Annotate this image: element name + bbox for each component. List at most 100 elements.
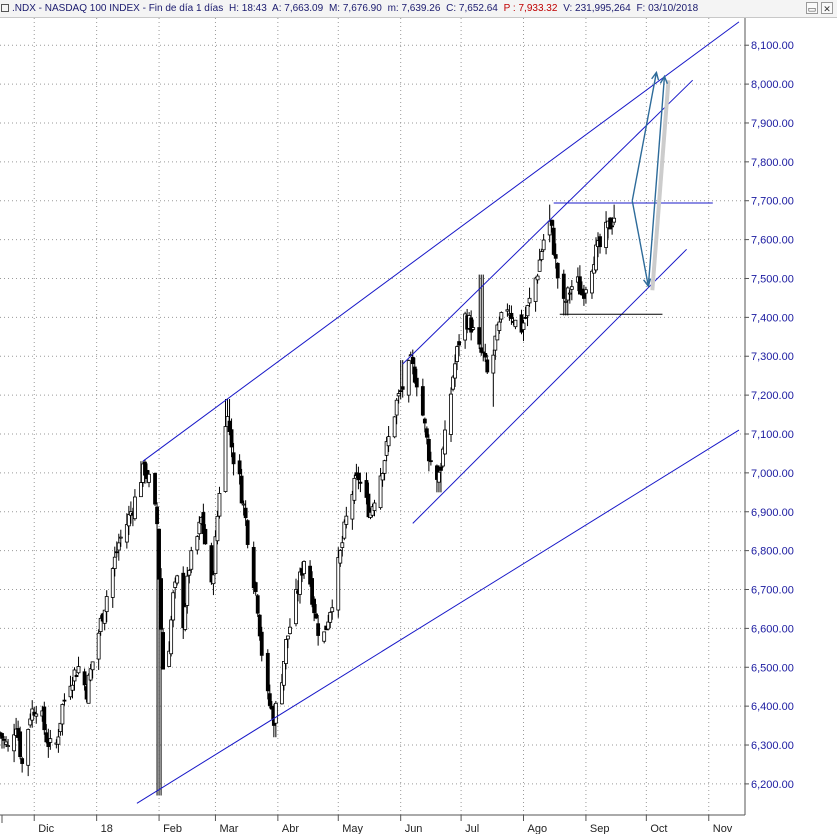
candle-body [612, 217, 617, 223]
candle-body [90, 661, 95, 671]
x-tick-label: Ago [528, 823, 548, 834]
x-axis: Dic 18 Feb Mar Abr May Jun Jul Ago Sep Oct Nov [1, 815, 733, 834]
candle-body [147, 473, 151, 483]
price-readout: P : 7,933.32 [503, 3, 558, 14]
candle-body [491, 354, 496, 374]
candle-body [62, 699, 67, 702]
candle-body [584, 289, 588, 294]
candle-body [98, 617, 103, 632]
y-tick-label: 6,500.00 [751, 662, 794, 674]
x-tick-label: Nov [713, 823, 733, 834]
window-menu-icon[interactable] [1, 4, 9, 12]
candle-body [267, 693, 272, 706]
y-tick-label: 8,100.00 [751, 40, 794, 52]
candle-body [213, 536, 218, 574]
x-tick-label: Sep [590, 823, 610, 834]
candle-body [279, 682, 284, 705]
candle-body [555, 262, 560, 279]
candle-body [312, 598, 317, 614]
candle-body [495, 324, 500, 341]
candle-body [509, 312, 514, 319]
y-tick-label: 7,600.00 [751, 235, 794, 247]
y-tick-label: 7,900.00 [751, 118, 794, 130]
date-readout: F: 03/10/2018 [636, 3, 699, 14]
candle-body [569, 286, 574, 290]
candle-body [567, 292, 572, 295]
candle-body [139, 482, 143, 498]
close-button[interactable]: ✕ [821, 2, 833, 14]
candle-body [441, 448, 445, 467]
candle-body [479, 347, 484, 353]
candle-body [551, 227, 556, 255]
candle-body [527, 297, 532, 304]
candle-body [251, 546, 256, 589]
candle-body [455, 346, 459, 362]
candle-body [561, 273, 566, 299]
candle-body [259, 631, 264, 656]
y-axis: 6,200.00 6,300.00 6,400.00 6,500.00 6,600.00… [745, 40, 794, 791]
hour-readout: H: 18:43 [228, 3, 267, 14]
x-tick-label: Feb [163, 823, 182, 834]
candle-body [157, 528, 161, 580]
candle-body [302, 561, 306, 575]
candle-body [330, 607, 335, 613]
candle-body [183, 606, 188, 630]
candle-body [449, 393, 453, 435]
candle-body [223, 426, 228, 492]
candle-body [352, 477, 357, 501]
candle-body [344, 515, 349, 525]
candle-body [350, 494, 355, 520]
candle-body [133, 496, 137, 520]
candle-body [112, 556, 117, 569]
candle-body [257, 614, 262, 637]
candle-body [386, 436, 391, 447]
y-tick-label: 6,200.00 [751, 779, 794, 791]
candle-body [336, 557, 341, 611]
candle-body [370, 506, 375, 516]
projection-arrows [631, 70, 671, 291]
candle-body [481, 351, 486, 354]
candle-body [598, 236, 602, 248]
candle-body [298, 571, 302, 595]
y-tick-label: 6,800.00 [751, 546, 794, 558]
candle-body [539, 251, 544, 260]
x-tick-label: 18 [101, 823, 113, 834]
candle-body [428, 460, 433, 463]
candle-body [143, 461, 147, 476]
candle-body [118, 536, 123, 539]
candle-body [420, 386, 425, 416]
candle-body [86, 674, 91, 704]
trendline-inner-channel-upper [402, 79, 693, 365]
candle-body [326, 621, 331, 630]
candle-body [28, 718, 33, 726]
candle-body [284, 639, 288, 664]
candle-body [153, 473, 157, 505]
x-tick-label: May [342, 823, 363, 834]
candle-body [209, 545, 214, 583]
candle-body [342, 521, 347, 539]
x-tick-label: Jun [405, 823, 423, 834]
candle-body [400, 386, 405, 390]
candle-body [410, 356, 415, 365]
y-tick-label: 8,000.00 [751, 79, 794, 91]
candle-body [380, 473, 385, 481]
candle-body [88, 668, 93, 681]
candle-body [96, 632, 101, 660]
minimize-button[interactable]: ▭ [806, 2, 818, 14]
candle-body [521, 322, 526, 330]
y-tick-label: 6,400.00 [751, 701, 794, 713]
candle-body [124, 524, 129, 543]
y-tick-label: 7,000.00 [751, 468, 794, 480]
chart-header: .NDX - NASDAQ 100 INDEX - Fin de día 1 d… [0, 0, 837, 18]
candle-body [499, 312, 504, 320]
candle-body [56, 736, 61, 745]
y-tick-label: 6,600.00 [751, 623, 794, 635]
candle-body [308, 565, 312, 585]
candle-body [471, 327, 476, 330]
candle-body [167, 650, 172, 667]
x-tick-label: Jul [465, 823, 479, 834]
candle-body [513, 319, 518, 328]
candle-body [239, 475, 244, 504]
